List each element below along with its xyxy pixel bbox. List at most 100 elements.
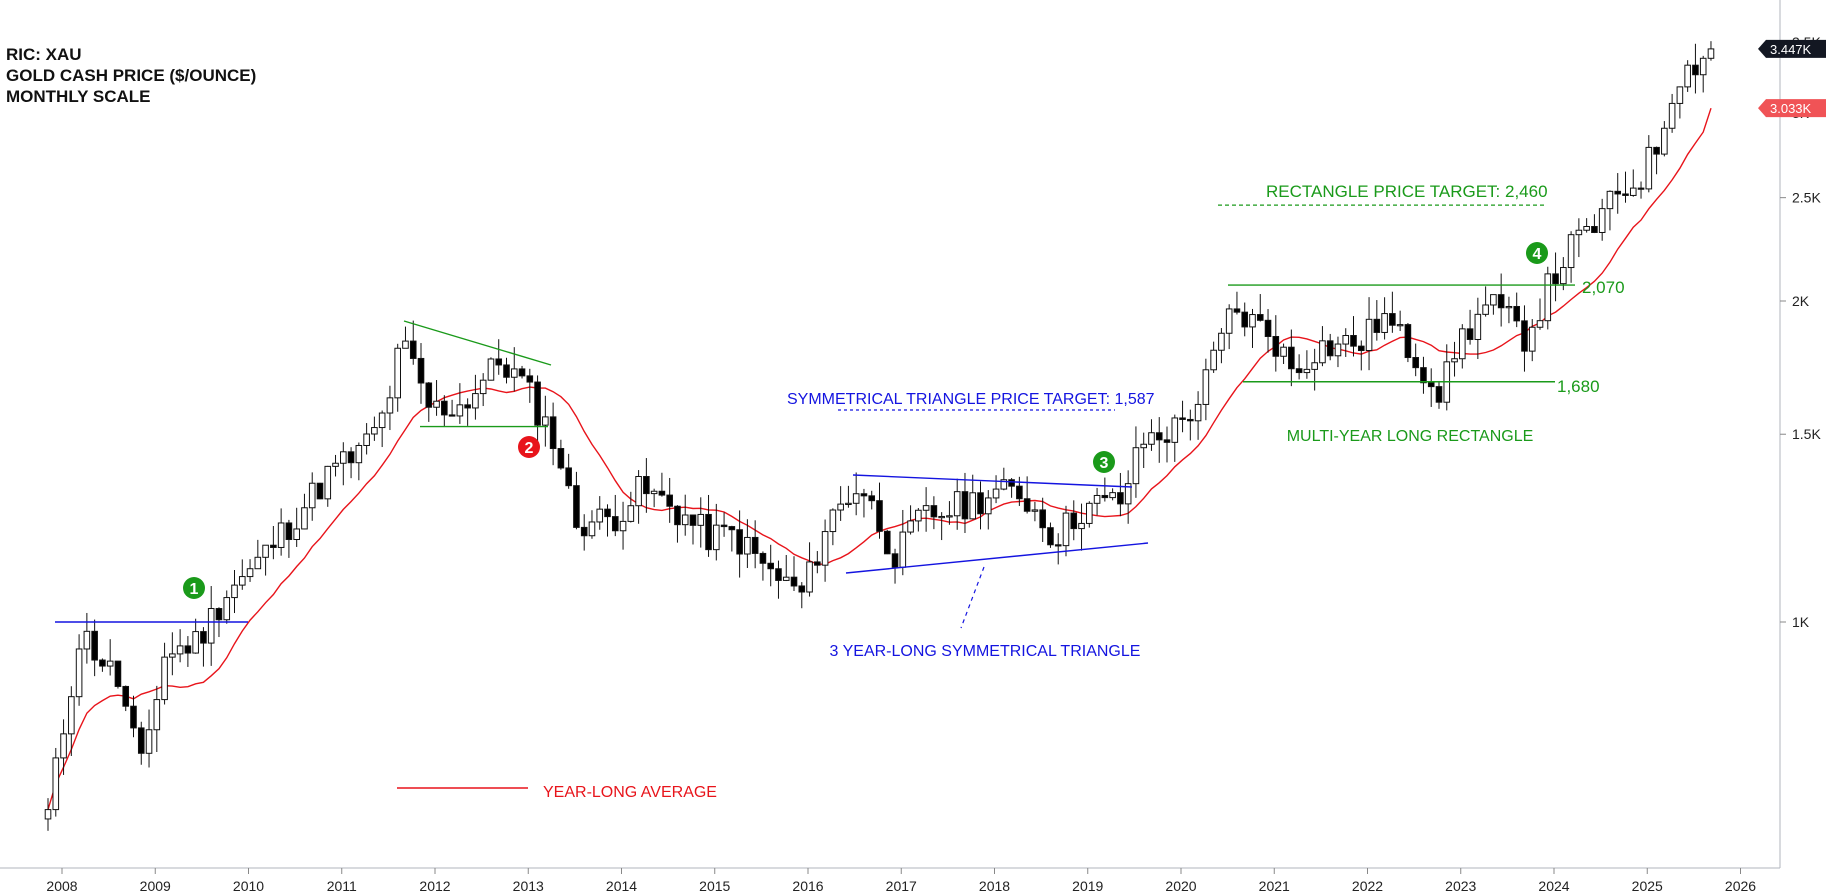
candle-up: [1684, 64, 1691, 88]
candle-up: [277, 522, 285, 548]
candle-down: [689, 514, 697, 526]
candle-down: [790, 576, 798, 587]
x-tick-label: 2024: [1538, 878, 1569, 894]
candle-up: [953, 491, 961, 517]
candle-up: [1194, 403, 1202, 422]
marker-1-label: 1: [190, 581, 199, 598]
candle-up: [1311, 362, 1318, 370]
marker-2: [518, 436, 540, 458]
candle-up: [1171, 417, 1179, 443]
candle-up: [1140, 443, 1148, 449]
price-badge-label: 3.033K: [1770, 101, 1812, 116]
candle-up: [293, 528, 300, 541]
candle-up: [1451, 358, 1458, 363]
candle-down: [1326, 340, 1334, 357]
candle-down: [91, 630, 98, 661]
triangle-label: 3 YEAR-LONG SYMMETRICAL TRIANGLE: [830, 643, 1141, 660]
candle-up: [946, 515, 953, 518]
candle-up: [969, 492, 977, 520]
average-legend-label: YEAR-LONG AVERAGE: [543, 784, 717, 801]
candle-up: [922, 505, 930, 511]
candle-down: [666, 494, 673, 507]
candle-up: [106, 660, 114, 667]
candle-up: [1365, 318, 1373, 352]
candle-down: [1264, 319, 1272, 337]
candle-up: [386, 397, 394, 414]
candle-up: [161, 656, 168, 701]
candle-up: [169, 653, 176, 658]
x-tick-label: 2009: [140, 878, 171, 894]
candle-down: [1637, 187, 1645, 190]
candle-down: [1420, 367, 1427, 384]
candle-up: [635, 476, 642, 507]
candle-up: [837, 503, 844, 511]
candle-down: [868, 495, 876, 502]
candle-down: [1622, 193, 1629, 196]
candle-up: [588, 521, 596, 537]
y-tick-label: 2.5K: [1792, 190, 1821, 206]
candle-up: [1093, 494, 1101, 504]
candle-up: [145, 729, 153, 754]
x-tick-label: 2011: [327, 878, 357, 894]
candle-down: [1179, 417, 1186, 420]
candle-down: [1023, 498, 1031, 512]
candle-up: [1280, 346, 1287, 357]
candle-down: [611, 516, 619, 532]
candle-down: [1497, 294, 1505, 309]
candle-down: [1163, 439, 1171, 443]
candle-down: [464, 404, 471, 409]
candle-up: [1249, 314, 1256, 328]
candle-down: [759, 552, 767, 564]
candle-up: [371, 427, 378, 435]
candle-down: [1614, 190, 1622, 195]
candle-down: [1233, 308, 1241, 313]
candle-up: [308, 482, 316, 509]
candle-up: [1598, 208, 1606, 233]
candle-down: [1513, 305, 1521, 322]
candle-down: [1272, 335, 1280, 357]
price-badge-label: 3.447K: [1770, 42, 1812, 57]
candle-up: [1528, 326, 1536, 352]
candle-down: [1591, 226, 1598, 233]
candle-down: [1427, 382, 1435, 388]
candle-down: [1295, 368, 1303, 374]
candle-down: [1404, 324, 1412, 359]
x-tick-label: 2010: [233, 878, 264, 894]
candle-up: [1078, 522, 1085, 530]
candle-down: [114, 660, 122, 687]
candle-down: [876, 500, 883, 532]
marker-4: [1526, 242, 1548, 264]
candle-up: [852, 493, 860, 504]
candle-up: [1505, 305, 1513, 309]
candle-up: [1606, 190, 1614, 210]
candle-up: [1381, 313, 1388, 333]
triangle-label-pointer: [960, 566, 985, 629]
candle-down: [99, 659, 106, 667]
candle-up: [1544, 273, 1552, 322]
marker-3-label: 3: [1100, 455, 1109, 472]
candle-down: [1521, 320, 1528, 352]
triangle-lower-line: [845, 542, 1149, 574]
candle-up: [487, 358, 495, 381]
candle-down: [448, 414, 456, 417]
candle-down: [1101, 494, 1109, 499]
triangle-target-label: SYMMETRICAL TRIANGLE PRICE TARGET: 1,587: [787, 391, 1155, 408]
candle-up: [1482, 304, 1489, 315]
candle-up: [324, 465, 332, 500]
candle-down: [200, 631, 207, 644]
candle-up: [1000, 479, 1008, 490]
candle-up: [1645, 146, 1653, 190]
candle-down: [1070, 512, 1078, 530]
candle-down: [705, 513, 712, 551]
candle-up: [223, 597, 231, 621]
candle-up: [713, 524, 720, 551]
pattern-overlays: 1 2 3 YEAR-LONG SYMMETRICAL TRIANGLE SYMMET…: [55, 182, 1625, 801]
candle-down: [1117, 492, 1124, 505]
marker-1: [183, 577, 205, 599]
candle-up: [907, 520, 914, 533]
candle-up: [806, 561, 813, 593]
candle-down: [1047, 527, 1054, 546]
candle-down: [767, 562, 775, 570]
year-long-average-line: [47, 107, 1712, 810]
